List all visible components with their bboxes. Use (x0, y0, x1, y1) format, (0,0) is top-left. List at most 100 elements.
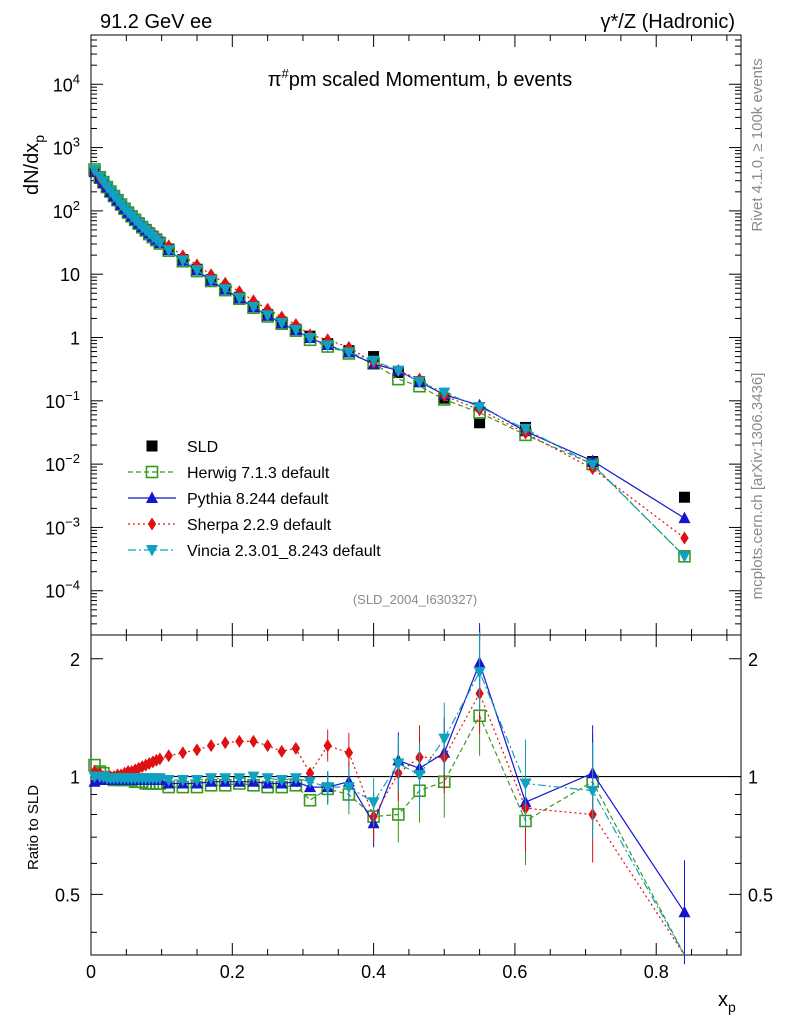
vincia-ratio-point (367, 797, 380, 809)
legend-marker-sld (146, 440, 158, 452)
y-tick-label: 103 (53, 135, 80, 159)
vincia-point (190, 265, 203, 277)
header-process: γ*/Z (Hadronic) (601, 11, 735, 33)
sherpa-point (235, 285, 244, 299)
vincia-point (219, 284, 232, 296)
ratio-series-group (88, 623, 691, 965)
legend-label-sherpa: Sherpa 2.2.9 default (187, 517, 332, 534)
vincia-ratio-point (342, 782, 355, 794)
vincia-point (304, 333, 317, 345)
vincia-ratio-point (153, 773, 166, 785)
sherpa-ratio-point (221, 736, 230, 750)
y-tick-label: 10−3 (45, 514, 80, 538)
x-tick-label: 0 (86, 962, 96, 982)
legend-label-sld: SLD (187, 439, 218, 456)
vincia-point (176, 255, 189, 267)
vincia-ratio-point (473, 667, 486, 679)
legend-label-pythia: Pythia 8.244 default (187, 491, 329, 508)
legend-marker-sherpa (147, 517, 157, 531)
vincia-ratio-point (261, 773, 274, 785)
vincia-ratio-point (321, 782, 334, 794)
sherpa-ratio-point (291, 741, 301, 755)
vincia-line (94, 169, 685, 557)
vincia-point (519, 423, 532, 436)
sherpa-ratio-point (155, 752, 165, 766)
vincia-point (88, 165, 101, 177)
vincia-ratio-point (233, 773, 246, 785)
vincia-point (289, 324, 302, 337)
vincia-point (153, 238, 166, 250)
rivet-label: Rivet 4.1.0, ≥ 100k events (749, 58, 766, 231)
sherpa-ratio-point (178, 746, 188, 760)
vincia-ratio-point (519, 778, 532, 791)
plot-title-rest: pm scaled Momentum, b events (289, 69, 572, 91)
legend-label-herwig: Herwig 7.1.3 default (187, 465, 330, 482)
plot-title-main: π (268, 69, 282, 91)
sherpa-line (94, 170, 685, 539)
sherpa-ratio-point (134, 761, 143, 775)
legend-marker-vincia (146, 545, 158, 557)
sherpa-ratio-point (344, 746, 354, 760)
legend: SLD Herwig 7.1.3 default Pythia 8.244 defa… (128, 439, 381, 560)
axes-group: 0 0.2 0.4 0.6 0.810−410−310−210−111010210310… (45, 34, 773, 982)
ratio-plot-frame (90, 634, 742, 956)
header-energy: 91.2 GeV ee (100, 11, 212, 33)
y-tick-label: 104 (53, 71, 80, 95)
y-tick-label: 102 (53, 198, 80, 222)
vincia-ratio-line (94, 670, 686, 956)
pythia-point (678, 511, 691, 524)
legend-marker-pythia (146, 491, 158, 503)
vincia-ratio-point (247, 771, 260, 784)
y-tick-label: 10 (60, 265, 80, 285)
sherpa-ratio-point (305, 766, 315, 780)
y-tick-label: 10−2 (45, 451, 80, 475)
vincia-ratio-point (162, 774, 175, 787)
vincia-point (342, 347, 355, 359)
y-axis-label: dN/dxp (21, 135, 47, 195)
sherpa-ratio-point (127, 765, 136, 779)
sherpa-ratio-point (164, 749, 173, 763)
vincia-point (162, 245, 175, 257)
y-tick-label: 1 (70, 329, 80, 349)
x-axis-label-main: x (718, 989, 728, 1011)
sherpa-ratio-point (206, 739, 216, 753)
x-axis-label-sub: p (728, 999, 736, 1015)
ratio-axis-label: Ratio to SLD (25, 785, 42, 870)
vincia-point (275, 317, 288, 330)
vincia-ratio-point (392, 758, 405, 770)
sherpa-ratio-point (323, 739, 332, 753)
vincia-point (233, 293, 246, 305)
y-axis-label-sub: p (31, 135, 47, 143)
mcplots-label: mcplots.cern.ch [arXiv:1306.3436] (749, 373, 766, 600)
vincia-ratio-point (438, 733, 451, 746)
ratio-tick-label: 0.5 (55, 885, 80, 905)
analysis-id: (SLD_2004_I630327) (353, 592, 477, 607)
vincia-ratio-point (289, 773, 302, 785)
legend-label-vincia: Vincia 2.3.01_8.243 default (187, 543, 381, 560)
vincia-ratio-point (275, 774, 288, 787)
y-axis-label-main: dN/dx (21, 143, 43, 195)
x-tick-label: 0.8 (644, 962, 669, 982)
sld-point (678, 491, 690, 503)
vincia-point (586, 459, 599, 472)
vincia-point (367, 355, 380, 368)
sherpa-ratio-point (249, 734, 258, 748)
vincia-ratio-point (304, 776, 317, 789)
sherpa-ratio-point (148, 755, 158, 769)
vincia-point (392, 365, 405, 378)
vincia-ratio-point (219, 773, 232, 785)
ratio-tick-label: 2 (70, 650, 80, 670)
y-tick-label: 10−4 (45, 578, 80, 602)
x-axis-label: xp (718, 989, 736, 1015)
ratio-tick-label: 1 (70, 768, 80, 788)
vincia-ratio-point (586, 785, 599, 798)
ratio-tick-label-right: 1 (748, 768, 758, 788)
herwig-line (94, 169, 685, 557)
vincia-point (438, 387, 451, 400)
plot-title-sup: # (282, 66, 290, 81)
vincia-ratio-point (190, 774, 203, 787)
pythia-ratio-point (678, 905, 691, 918)
plot-title: π#pm scaled Momentum, b events (268, 66, 573, 91)
sherpa-ratio-point (235, 734, 244, 748)
x-tick-label: 0.2 (220, 962, 245, 982)
